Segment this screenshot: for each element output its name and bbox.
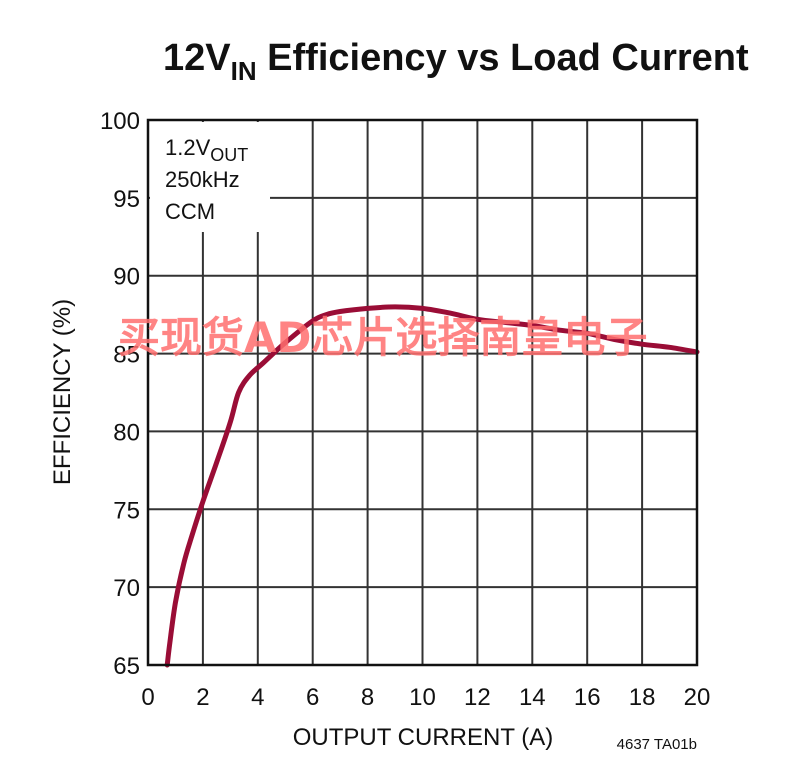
x-tick-label: 12 [464, 684, 491, 711]
x-tick-label: 0 [141, 684, 154, 711]
x-tick-label: 10 [409, 684, 436, 711]
y-tick-label: 85 [113, 342, 140, 369]
y-tick-labels: 65 70 75 80 85 90 95 100 [100, 108, 140, 680]
title-rest: Efficiency vs Load Current [257, 37, 749, 79]
plot-frame [146, 118, 699, 667]
x-tick-label: 16 [574, 684, 601, 711]
y-tick-label: 80 [113, 419, 140, 446]
y-tick-label: 95 [113, 186, 140, 213]
y-tick-label: 75 [113, 497, 140, 524]
y-tick-label: 65 [113, 653, 140, 680]
title-subscript: IN [231, 56, 257, 86]
x-tick-label: 4 [251, 684, 264, 711]
watermark-text: 买现货AD芯片选择南皇电子 [118, 313, 647, 362]
annotation-line-2: 250kHz [165, 167, 240, 192]
grid-lines [148, 120, 697, 665]
annotation-line-3: CCM [165, 199, 215, 224]
annotation-voltage-subscript: OUT [210, 145, 248, 165]
x-tick-label: 18 [629, 684, 656, 711]
chart-title: 12VIN Efficiency vs Load Current [163, 37, 749, 86]
x-tick-label: 14 [519, 684, 546, 711]
x-axis-label: OUTPUT CURRENT (A) [293, 724, 553, 751]
x-tick-label: 20 [684, 684, 711, 711]
figure-code: 4637 TA01b [617, 736, 697, 753]
x-tick-labels: 0 2 4 6 8 10 12 14 16 18 20 [141, 684, 710, 711]
efficiency-curve [164, 304, 700, 668]
curves [164, 304, 700, 668]
annotation-voltage: 1.2V [165, 135, 211, 160]
annotation-line-1: 1.2VOUT [165, 135, 248, 165]
x-tick-label: 2 [196, 684, 209, 711]
y-axis-label: EFFICIENCY (%) [49, 299, 76, 485]
y-tick-label: 100 [100, 108, 140, 135]
y-tick-label: 70 [113, 575, 140, 602]
title-main: 12V [163, 37, 231, 79]
x-tick-label: 8 [361, 684, 374, 711]
y-tick-label: 90 [113, 264, 140, 291]
x-tick-label: 6 [306, 684, 319, 711]
annotation-background [150, 122, 270, 232]
